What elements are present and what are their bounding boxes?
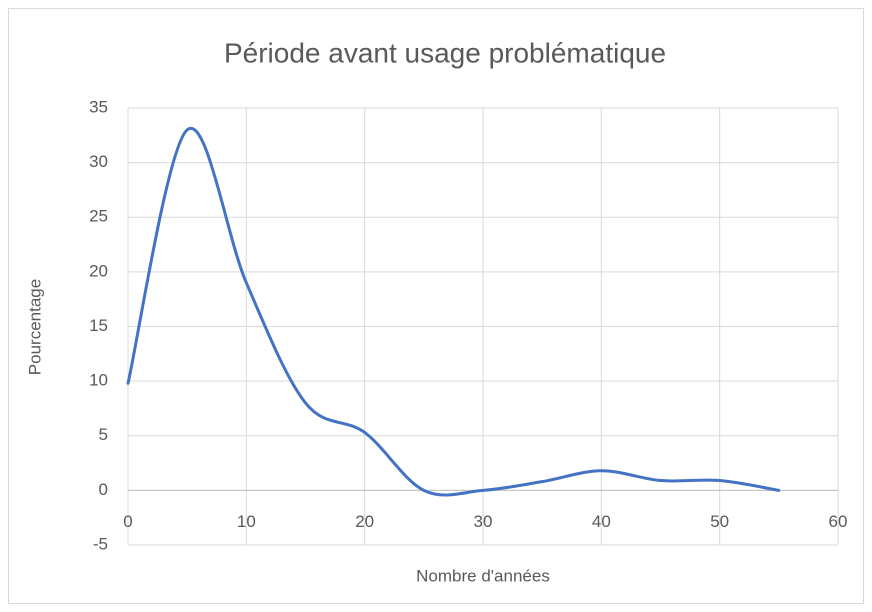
y-tick-label: 15	[89, 316, 108, 335]
x-tick-label: 40	[592, 512, 611, 531]
y-tick-label: 5	[99, 425, 108, 444]
chart-border	[8, 8, 864, 604]
y-tick-label: 35	[89, 97, 108, 116]
chart-title: Période avant usage problématique	[224, 37, 666, 68]
x-tick-label: 10	[237, 512, 256, 531]
x-tick-label: 50	[710, 512, 729, 531]
line	[126, 126, 781, 497]
x-tick-label: 20	[355, 512, 374, 531]
x-axis-label: Nombre d'années	[416, 566, 550, 585]
y-tick-label: 25	[89, 207, 108, 226]
y-tick-label: 30	[89, 152, 108, 171]
y-tick-label: 0	[99, 480, 108, 499]
y-axis-label: Pourcentage	[25, 279, 44, 375]
x-tick-label: 60	[829, 512, 848, 531]
x-tick-label: 0	[123, 512, 132, 531]
x-tick-label: 30	[474, 512, 493, 531]
y-tick-label: 20	[89, 261, 108, 280]
y-tick-label: -5	[93, 534, 108, 553]
y-tick-label: 10	[89, 371, 108, 390]
